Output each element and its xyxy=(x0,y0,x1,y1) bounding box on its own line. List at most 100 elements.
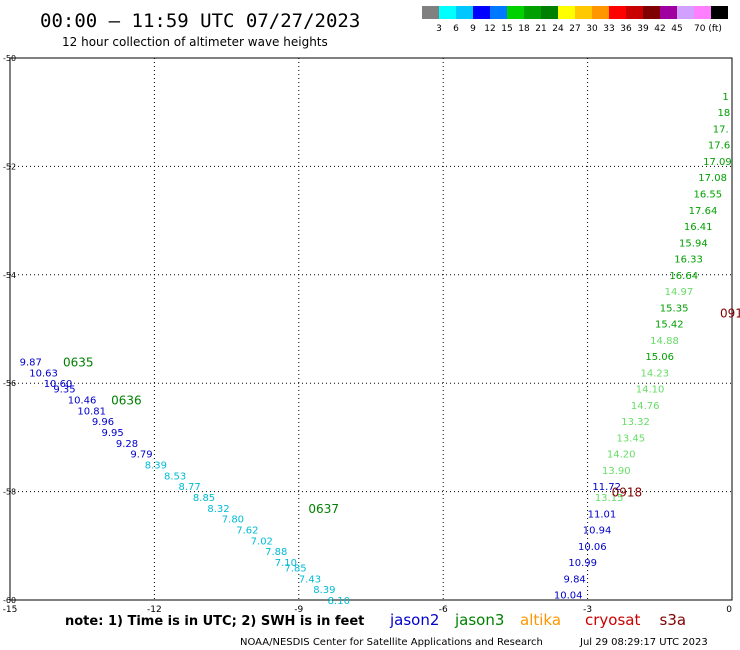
colorbar-label: 42 xyxy=(654,24,665,34)
colorbar-swatch xyxy=(456,6,473,19)
wave-height-label: 10.94 xyxy=(583,526,612,537)
colorbar-label: 39 xyxy=(637,24,649,34)
wave-height-label: 7.85 xyxy=(284,563,306,574)
wave-height-label: 17.6 xyxy=(708,141,730,152)
wave-height-label: 10.99 xyxy=(568,558,597,569)
colorbar-swatch xyxy=(609,6,626,19)
wave-height-label: 16.33 xyxy=(674,255,703,266)
wave-height-label: 8.39 xyxy=(313,585,335,596)
wave-height-label: 17. xyxy=(713,124,729,135)
colorbar: 3 6 9 12 15 18 21 24 27 30 33 36 39 42 45 70 (ft) xyxy=(422,6,728,34)
colorbar-swatch xyxy=(473,6,490,19)
wave-height-label: 14.10 xyxy=(636,385,665,396)
colorbar-swatch xyxy=(558,6,575,19)
y-tick-label: -54 xyxy=(3,271,16,280)
colorbar-swatch xyxy=(694,6,711,19)
wave-height-label: 13.32 xyxy=(621,417,650,428)
wave-height-label: 8.77 xyxy=(178,482,200,493)
colorbar-label: 3 xyxy=(436,24,442,34)
wave-height-label: 10.81 xyxy=(77,406,106,417)
wave-height-label: 15.06 xyxy=(645,352,674,363)
wave-height-label: 8.10 xyxy=(328,596,350,607)
wave-height-label: 7.43 xyxy=(299,574,321,585)
wave-height-label: 9.84 xyxy=(564,574,586,585)
colorbar-label: 30 xyxy=(586,24,598,34)
colorbar-label: 36 xyxy=(620,24,632,34)
wave-height-label: 8.53 xyxy=(164,471,186,482)
colorbar-swatch xyxy=(524,6,541,19)
colorbar-swatch xyxy=(541,6,558,19)
wave-height-label: 16.41 xyxy=(684,222,713,233)
x-tick-label: -12 xyxy=(147,605,162,615)
wave-height-label: 10.04 xyxy=(554,591,583,602)
wave-height-label: 9.79 xyxy=(130,450,152,461)
x-tick-label: -15 xyxy=(3,605,18,615)
colorbar-swatch xyxy=(439,6,456,19)
y-tick-label: -58 xyxy=(3,488,16,497)
time-marker: 0635 xyxy=(63,356,94,370)
colorbar-label: 18 xyxy=(518,24,530,34)
wave-height-label: 7.62 xyxy=(236,526,258,537)
y-tick-label: -56 xyxy=(3,379,16,388)
satellite-legend: jason2 jason3 altika cryosat s3a xyxy=(389,611,686,629)
time-marker: 0918 xyxy=(612,486,643,500)
colorbar-label: 9 xyxy=(470,24,476,34)
colorbar-swatch xyxy=(422,6,439,19)
colorbar-swatch xyxy=(507,6,524,19)
footer-timestamp: Jul 29 08:29:17 UTC 2023 xyxy=(579,637,708,648)
wave-height-label: 8.85 xyxy=(193,493,215,504)
chart-title: 00:00 – 11:59 UTC 07/27/2023 xyxy=(40,10,360,32)
x-tick-label: -6 xyxy=(439,605,448,615)
wave-height-label: 10.06 xyxy=(578,542,607,553)
wave-height-label: 7.10 xyxy=(275,558,297,569)
wave-height-label: 1 xyxy=(722,92,728,103)
grid-lines xyxy=(10,58,732,600)
wave-height-label: 11.72 xyxy=(592,482,621,493)
satellite-s3a: s3a xyxy=(660,611,687,629)
satellite-altika: altika xyxy=(520,611,561,629)
wave-height-label: 17.64 xyxy=(689,206,718,217)
wave-height-label: 9.35 xyxy=(53,385,75,396)
colorbar-label: 45 xyxy=(671,24,682,34)
wave-height-label: 8.32 xyxy=(207,504,229,515)
colorbar-label: 33 xyxy=(603,24,614,34)
time-marker: 0636 xyxy=(111,393,142,407)
x-tick-label: 0 xyxy=(726,605,732,615)
y-tick-label: -60 xyxy=(3,596,16,605)
wave-height-label: 13.15 xyxy=(595,493,624,504)
wave-height-label: 11.01 xyxy=(588,509,617,520)
wave-height-label: 9.95 xyxy=(101,428,123,439)
colorbar-label: 21 xyxy=(535,24,546,34)
footer-credit: NOAA/NESDIS Center for Satellite Applica… xyxy=(240,637,543,648)
wave-height-label: 18 xyxy=(718,108,731,119)
colorbar-label: 70 (ft) xyxy=(694,24,722,34)
wave-height-label: 17.09 xyxy=(703,157,732,168)
plot-area: -50-52-54-56-58-60 -15 -12 -9 -6 -3 0 9.8710.… xyxy=(3,54,740,615)
wave-height-label: 16.55 xyxy=(693,190,722,201)
note-text: note: 1) Time is in UTC; 2) SWH is in fe… xyxy=(65,614,364,629)
wave-height-label: 10.46 xyxy=(68,395,97,406)
colorbar-swatch xyxy=(643,6,660,19)
colorbar-swatch xyxy=(575,6,592,19)
wave-height-label: 14.97 xyxy=(665,287,694,298)
wave-height-label: 8.39 xyxy=(145,461,167,472)
y-tick-label: -52 xyxy=(3,162,16,171)
satellite-jason3: jason3 xyxy=(454,611,504,629)
satellite-jason2: jason2 xyxy=(389,611,439,629)
wave-height-label: 9.96 xyxy=(92,417,114,428)
y-tick-label: -50 xyxy=(3,54,16,63)
wave-height-label: 14.88 xyxy=(650,336,679,347)
wave-height-label: 7.02 xyxy=(251,536,273,547)
wave-height-label: 14.20 xyxy=(607,450,636,461)
wave-height-label: 17.08 xyxy=(698,173,727,184)
wave-height-label: 13.90 xyxy=(602,466,631,477)
wave-height-label: 15.35 xyxy=(660,303,689,314)
chart-subtitle: 12 hour collection of altimeter wave hei… xyxy=(62,35,328,49)
wave-height-label: 7.80 xyxy=(222,515,244,526)
colorbar-label: 12 xyxy=(484,24,495,34)
wave-height-label: 13.45 xyxy=(616,433,645,444)
satellite-cryosat: cryosat xyxy=(585,611,640,629)
